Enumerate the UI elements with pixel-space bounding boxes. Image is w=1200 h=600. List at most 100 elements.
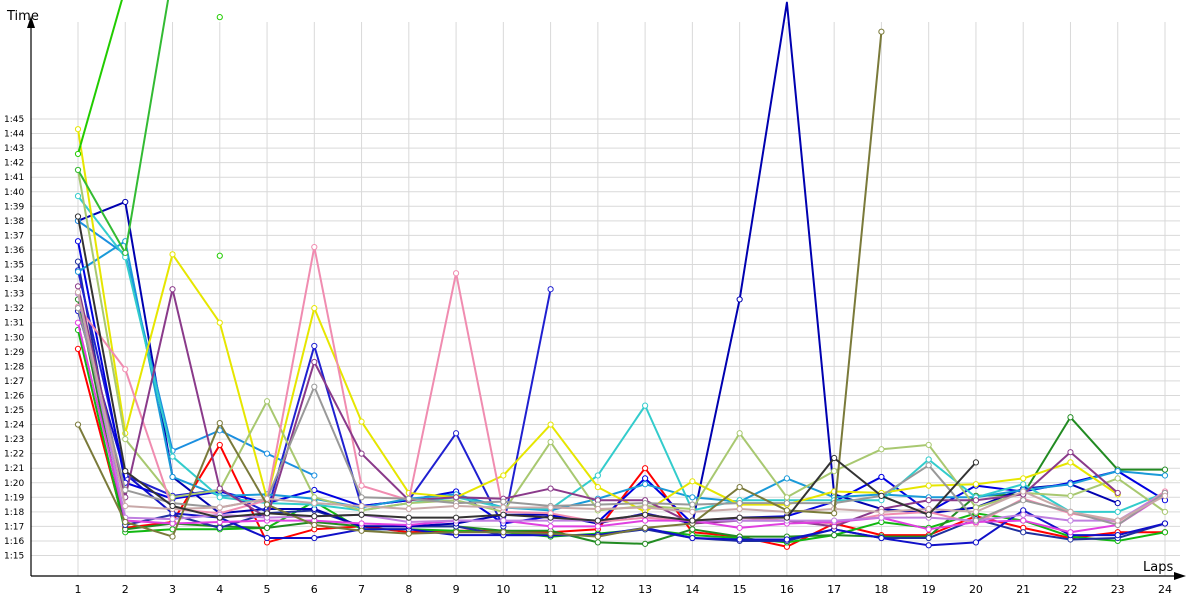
data-point (122, 366, 129, 373)
data-point (547, 286, 554, 293)
series-19 (74, 289, 1169, 524)
series-line (77, 246, 1166, 525)
data-point (783, 475, 791, 482)
data-point (925, 534, 932, 542)
data-point (642, 517, 649, 524)
data-point (122, 249, 129, 256)
x-tick-label: 4 (216, 583, 223, 596)
data-point (74, 421, 82, 428)
x-axis-arrow (1174, 572, 1186, 580)
data-point (878, 446, 885, 453)
data-point (216, 419, 223, 427)
data-point (74, 268, 82, 275)
data-point (263, 398, 271, 405)
data-point (878, 28, 885, 35)
x-tick-label: 10 (496, 583, 510, 596)
data-point (452, 529, 460, 536)
data-point (642, 465, 649, 472)
data-point (122, 198, 129, 206)
y-tick-label: 1:42 (4, 159, 24, 169)
data-point (169, 494, 176, 501)
series-line (77, 216, 977, 522)
x-tick-label: 11 (544, 583, 558, 596)
data-point (405, 514, 412, 521)
data-point (972, 508, 980, 515)
x-tick-label: 19 (922, 583, 936, 596)
y-tick-label: 1:45 (4, 115, 24, 125)
data-point (1020, 529, 1027, 536)
data-point (263, 510, 271, 517)
y-axis-label: Time (6, 9, 39, 24)
series-line (77, 0, 123, 155)
y-tick-label: 1:41 (4, 173, 24, 183)
y-tick-label: 1:43 (4, 144, 24, 154)
data-point (1161, 466, 1169, 473)
data-point (1114, 517, 1121, 524)
y-tick-label: 1:29 (4, 348, 24, 358)
y-tick-label: 1:21 (4, 464, 24, 474)
series-line (77, 240, 1166, 512)
data-point (263, 450, 271, 457)
data-point (1067, 481, 1074, 488)
data-point (311, 305, 318, 312)
data-point (689, 526, 696, 533)
series-23 (74, 0, 170, 256)
data-point (736, 430, 743, 437)
y-tick-label: 1:36 (4, 246, 24, 256)
data-point (642, 481, 649, 488)
data-point (642, 402, 649, 409)
y-tick-label: 1:32 (4, 304, 24, 314)
data-point (216, 441, 223, 449)
data-point (783, 514, 791, 521)
data-point (878, 514, 885, 521)
x-tick-label: 12 (591, 583, 605, 596)
data-point (783, 536, 791, 543)
data-point (689, 534, 696, 542)
y-tick-label: 1:34 (4, 275, 24, 285)
data-point (74, 150, 82, 158)
data-point (216, 252, 223, 259)
data-point (783, 507, 791, 514)
data-point (1114, 532, 1121, 539)
data-point (1067, 529, 1074, 536)
data-point (500, 511, 507, 518)
data-point (358, 520, 365, 527)
data-point (405, 495, 412, 502)
x-tick-label: 7 (358, 583, 365, 596)
x-tick-label: 16 (780, 583, 794, 596)
data-point (169, 251, 176, 258)
data-point (972, 497, 980, 504)
data-point (642, 540, 649, 547)
y-tick-label: 1:30 (4, 333, 24, 343)
data-point (358, 494, 365, 501)
y-tick-label: 1:25 (4, 406, 24, 416)
series-22 (74, 0, 223, 259)
series-21 (74, 213, 980, 524)
data-point (122, 502, 129, 510)
data-point (74, 126, 82, 133)
data-point (169, 453, 176, 460)
data-point (216, 524, 223, 531)
series-line (77, 195, 1166, 513)
data-point (831, 454, 838, 462)
data-point (74, 238, 82, 245)
x-tick-label: 8 (405, 583, 412, 596)
data-point (169, 286, 176, 293)
data-point (1020, 511, 1027, 518)
data-point (831, 532, 838, 539)
data-point (74, 345, 82, 352)
data-point (547, 514, 554, 521)
data-point (831, 517, 838, 524)
data-point (263, 501, 271, 508)
data-point (736, 536, 743, 543)
data-point (594, 517, 601, 524)
data-point (736, 296, 743, 303)
data-point (1067, 459, 1074, 466)
data-point (216, 514, 223, 521)
data-point (925, 441, 932, 449)
y-tick-labels: 1:15 1:16 1:17 1:18 1:19 1:20 1:21 1:22 1:23 1:24… (4, 115, 24, 562)
x-tick-label: 20 (969, 583, 983, 596)
data-point (925, 497, 932, 504)
series-lines (74, 0, 1169, 550)
x-tick-label: 3 (169, 583, 176, 596)
